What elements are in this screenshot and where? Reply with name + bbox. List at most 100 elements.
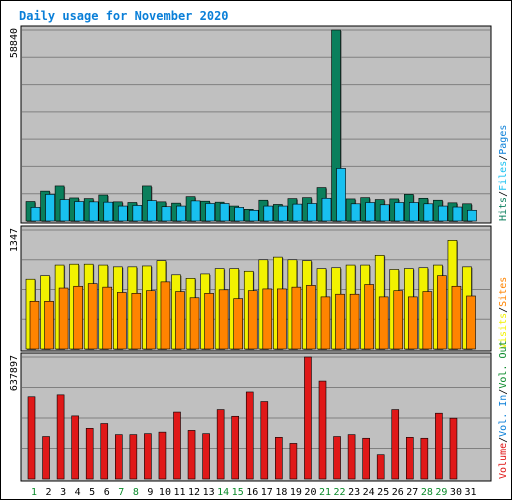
legend-item: Hits	[498, 197, 509, 221]
bar-files	[103, 201, 114, 222]
bar-files	[379, 204, 390, 222]
day-label: 8	[133, 487, 139, 498]
bar-sites	[247, 290, 258, 350]
legend-item: Pages	[498, 125, 509, 155]
day-label: 7	[118, 487, 124, 498]
bar-kbytes	[435, 412, 443, 480]
bar-kbytes	[202, 433, 210, 480]
legend-item: /	[498, 155, 509, 161]
day-label: 28	[421, 487, 433, 498]
bar-kbytes	[231, 415, 239, 480]
bar-files	[365, 202, 375, 222]
day-label: 3	[60, 487, 66, 498]
legend-item: Volume	[498, 443, 509, 479]
day-label: 20	[304, 487, 316, 498]
bar-kbytes	[85, 428, 94, 480]
bar-kbytes	[158, 431, 167, 480]
y-max-label-bottom: 637897	[9, 355, 20, 391]
bar-kbytes	[449, 417, 458, 480]
bar-kbytes	[376, 454, 385, 480]
day-label: 31	[464, 487, 476, 498]
bar-files	[88, 201, 99, 222]
bar-sites	[393, 290, 404, 350]
legend-item: Visits	[498, 313, 509, 349]
bar-sites	[349, 293, 360, 350]
day-label: 21	[319, 487, 331, 498]
bar-kbytes	[115, 434, 123, 480]
bar-sites	[175, 291, 185, 350]
bar-kbytes	[333, 436, 341, 480]
legend-item: Sites	[498, 277, 509, 307]
bar-sites	[204, 293, 214, 350]
bar-files	[118, 205, 128, 222]
bar-files	[74, 201, 84, 222]
bar-kbytes	[100, 423, 109, 480]
bar-sites	[117, 292, 127, 350]
bar-sites	[291, 286, 302, 350]
bar-kbytes	[144, 433, 152, 480]
bar-kbytes	[173, 411, 181, 480]
legend-item: /	[498, 389, 509, 395]
bar-sites	[87, 283, 98, 350]
day-label: 9	[147, 487, 153, 498]
side-legend-top: Hits/Files/Pages	[498, 125, 509, 221]
day-label: 2	[46, 487, 52, 498]
day-label: 11	[173, 487, 185, 498]
bar-files	[132, 205, 143, 222]
bar-sites	[233, 298, 243, 350]
bar-kbytes	[275, 437, 283, 480]
bar-sites	[306, 285, 316, 350]
day-label: 12	[188, 487, 200, 498]
bar-files	[248, 209, 259, 222]
bar-hits	[331, 29, 341, 222]
bar-sites	[131, 293, 142, 350]
bar-sites	[437, 275, 447, 350]
side-legend-middle: Visits/Sites	[498, 277, 509, 349]
bar-kbytes	[347, 434, 356, 480]
bar-sites	[451, 285, 462, 350]
bar-files	[336, 168, 346, 222]
legend-item: Files	[498, 161, 509, 191]
bar-files	[59, 199, 70, 222]
legend-item: /	[498, 307, 509, 313]
bar-sites	[218, 289, 229, 350]
bar-files	[292, 203, 303, 222]
bar-sites	[335, 293, 345, 350]
legend-item: Vol. Out	[498, 340, 509, 388]
bar-sites	[160, 281, 171, 350]
bar-kbytes	[318, 380, 327, 480]
bar-files	[321, 197, 332, 222]
legend-item: Vol. In	[498, 395, 509, 437]
bar-sites	[407, 296, 418, 350]
day-label: 16	[246, 487, 258, 498]
bar-sites	[44, 300, 54, 350]
bar-sites	[189, 297, 200, 350]
bar-kbytes	[129, 434, 138, 480]
bar-sites	[73, 285, 83, 350]
legend-item: /	[498, 437, 509, 443]
y-max-label-middle: 1347	[9, 228, 20, 252]
day-label: 24	[363, 487, 375, 498]
chart-title: Daily usage for November 2020	[19, 9, 229, 23]
bar-files	[176, 205, 186, 222]
bar-sites	[58, 287, 69, 350]
y-max-label-top: 58840	[9, 28, 20, 58]
day-label: 15	[232, 487, 244, 498]
bar-files	[30, 207, 41, 222]
bar-kbytes	[391, 409, 400, 480]
day-label: 26	[392, 487, 404, 498]
bar-kbytes	[187, 430, 196, 480]
bar-files	[45, 194, 55, 222]
day-label: 6	[104, 487, 110, 498]
day-label: 4	[75, 487, 81, 498]
day-label: 18	[275, 487, 287, 498]
panel-top	[20, 25, 492, 224]
bar-files	[263, 205, 274, 222]
bar-files	[234, 207, 244, 222]
bar-sites	[277, 288, 287, 350]
bar-files	[408, 202, 419, 222]
day-label: 25	[377, 487, 389, 498]
bar-kbytes	[289, 443, 298, 480]
bar-kbytes	[304, 356, 312, 480]
day-label: 29	[435, 487, 447, 498]
